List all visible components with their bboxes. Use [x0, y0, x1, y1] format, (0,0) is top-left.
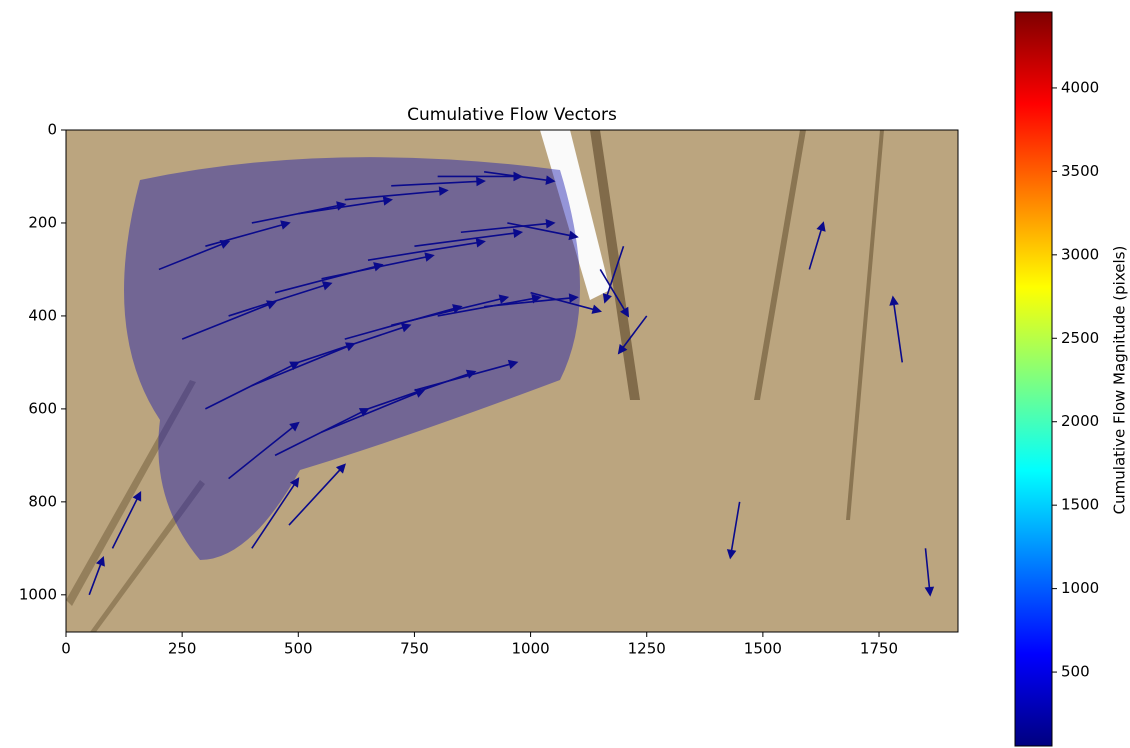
- flow-arrow: [530, 291, 602, 314]
- flow-arrow: [298, 196, 393, 215]
- colorbar-tick-label: 3000: [1061, 245, 1099, 263]
- colorbar-tick-label: 1000: [1061, 579, 1099, 597]
- flow-arrow: [251, 342, 356, 387]
- colorbar-tick-label: 2500: [1061, 329, 1099, 347]
- background-image: [66, 130, 958, 632]
- flow-arrow: [414, 228, 524, 247]
- colorbar-tick-label: 4000: [1061, 78, 1099, 96]
- x-tick-label: 250: [168, 640, 197, 658]
- x-tick-label: 1500: [744, 640, 782, 658]
- colorbar-tick-label: 2000: [1061, 412, 1099, 430]
- flow-arrow: [414, 359, 519, 392]
- flow-arrow: [274, 408, 370, 457]
- y-tick-label: 800: [28, 492, 57, 510]
- flow-arrow: [298, 323, 412, 364]
- flow-arrow: [367, 238, 486, 261]
- flow-arrow: [437, 294, 542, 317]
- x-tick-label: 1750: [860, 640, 898, 658]
- colorbar-tick-label: 500: [1061, 663, 1090, 681]
- colorbar-label: Cumulative Flow Magnitude (pixels): [1111, 246, 1129, 515]
- flow-arrow: [205, 361, 300, 410]
- x-tick-label: 0: [61, 640, 71, 658]
- flow-arrow: [391, 294, 510, 326]
- flow-arrow: [205, 220, 291, 247]
- flow-arrow: [88, 555, 105, 596]
- y-tick-label: 600: [28, 399, 57, 417]
- flow-arrow: [889, 295, 904, 363]
- y-tick-label: 0: [47, 121, 57, 139]
- flow-arrow: [617, 315, 648, 355]
- flow-arrow: [228, 421, 300, 480]
- x-tick-label: 1250: [628, 640, 666, 658]
- flow-arrow: [484, 171, 556, 185]
- flow-arrow: [391, 176, 486, 187]
- y-tick-label: 1000: [19, 585, 57, 603]
- flow-arrow: [228, 281, 333, 317]
- colorbar-tick-label: 3500: [1061, 162, 1099, 180]
- flow-arrow: [111, 490, 142, 549]
- flow-arrow: [251, 477, 300, 549]
- x-tick-label: 1000: [511, 640, 549, 658]
- chart-title: Cumulative Flow Vectors: [407, 105, 617, 125]
- colorbar-tick-label: 1500: [1061, 496, 1099, 514]
- flow-arrow: [437, 171, 524, 182]
- flow-arrow: [726, 501, 741, 560]
- x-tick-label: 500: [284, 640, 313, 658]
- flow-arrow: [460, 218, 556, 234]
- flow-arrow: [321, 252, 435, 280]
- colorbar: [1014, 11, 1053, 747]
- plot-frame: [65, 129, 959, 633]
- flow-arrow: [808, 221, 826, 270]
- flow-arrow: [599, 269, 630, 318]
- flow-arrow: [602, 245, 625, 304]
- y-tick-label: 400: [28, 306, 57, 324]
- flow-arrow: [181, 300, 277, 340]
- vector-field: [88, 171, 935, 597]
- x-tick-label: 750: [400, 640, 429, 658]
- flow-arrow: [924, 548, 935, 597]
- flow-arrow: [344, 186, 449, 201]
- flow-arrow: [288, 463, 346, 526]
- y-tick-label: 200: [28, 213, 57, 231]
- flow-arrow: [507, 222, 579, 241]
